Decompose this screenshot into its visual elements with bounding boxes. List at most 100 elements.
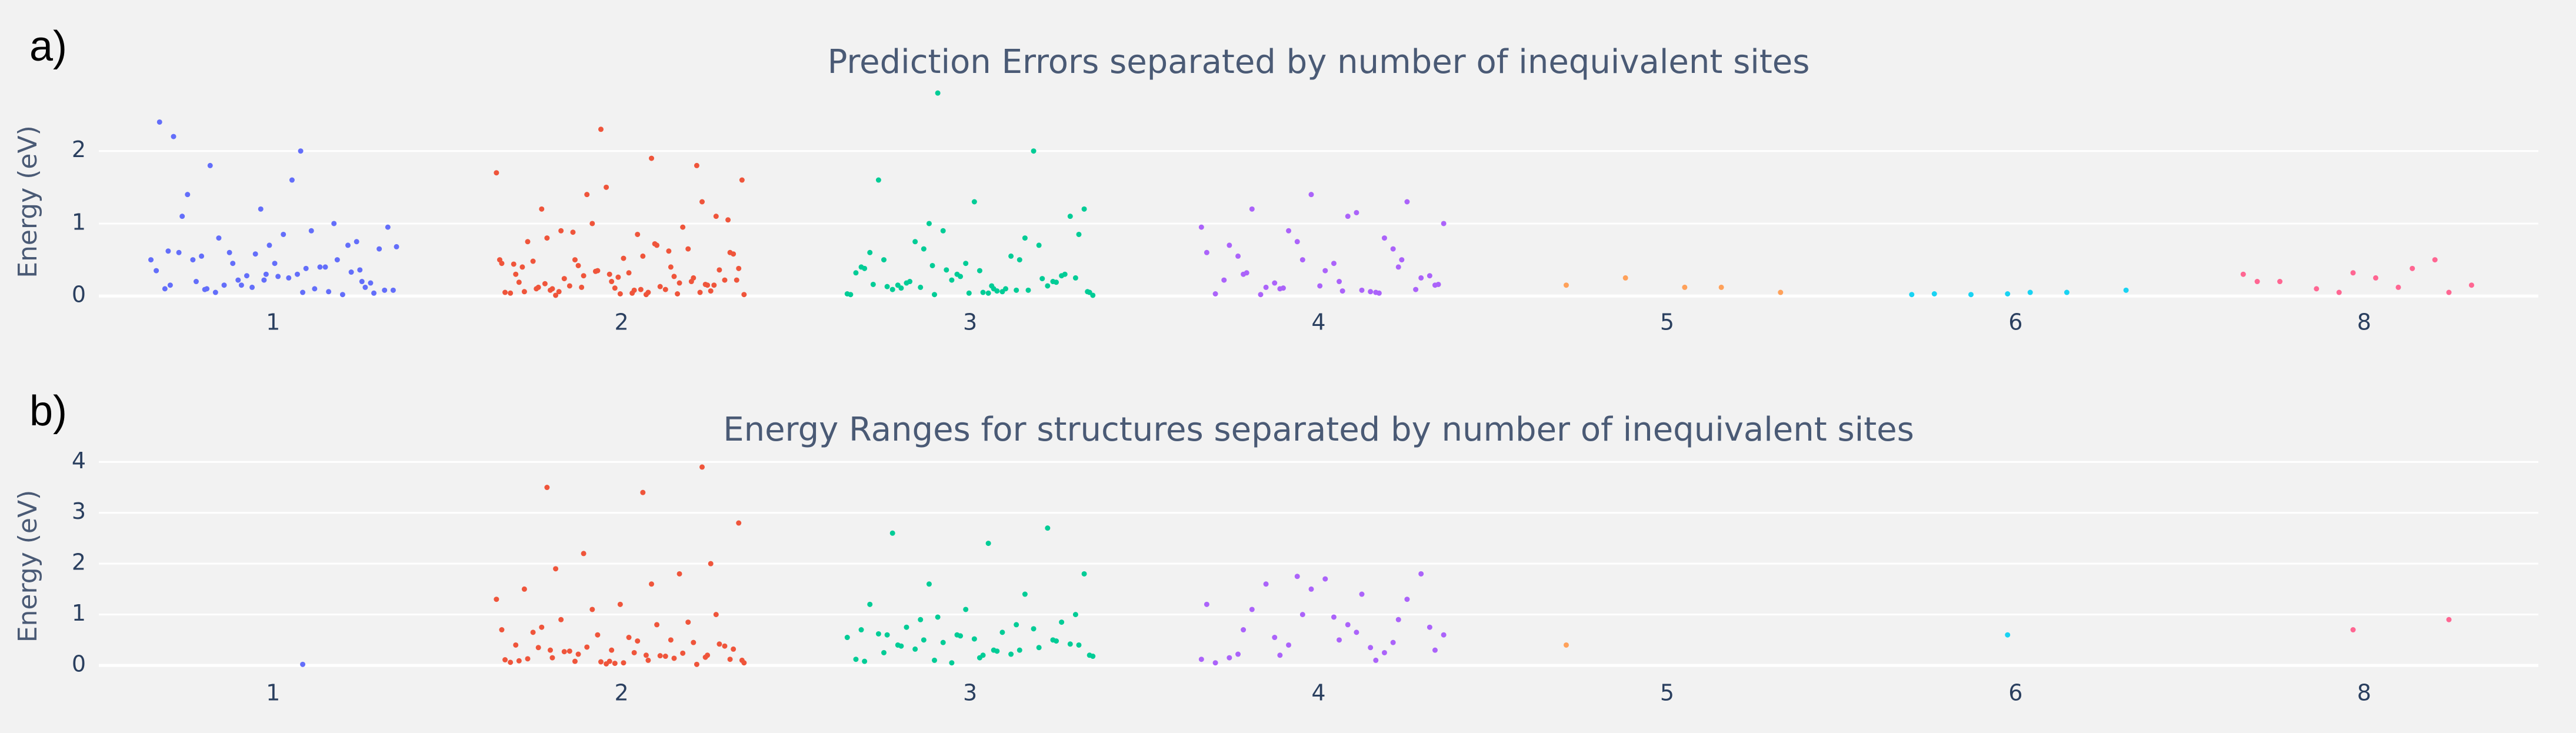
data-point	[631, 649, 637, 655]
y-axis-title: Energy (eV)	[13, 490, 43, 643]
data-point	[736, 520, 742, 526]
data-point	[1432, 647, 1438, 653]
data-point	[252, 251, 258, 257]
data-point	[621, 660, 626, 666]
data-point	[713, 214, 719, 219]
data-point	[691, 639, 697, 645]
data-point	[1682, 284, 1688, 290]
data-point	[645, 657, 651, 663]
data-point	[702, 281, 708, 287]
data-point	[502, 657, 508, 663]
data-point	[581, 273, 586, 279]
data-point	[2468, 282, 2474, 288]
data-point	[266, 242, 272, 248]
data-point	[884, 632, 890, 638]
data-point	[376, 246, 382, 252]
data-point	[1081, 206, 1087, 212]
data-point	[322, 264, 328, 270]
data-point	[2373, 275, 2379, 281]
data-point	[731, 646, 737, 652]
x-tick-label: 1	[266, 680, 280, 706]
data-point	[1244, 270, 1249, 276]
data-point	[148, 257, 154, 263]
data-point	[575, 262, 581, 268]
y-tick-label: 2	[72, 136, 86, 162]
data-point	[2350, 627, 2356, 633]
data-point	[525, 656, 531, 662]
data-point	[971, 199, 977, 205]
data-point	[1418, 571, 1424, 577]
data-point	[1031, 626, 1037, 632]
data-point	[212, 289, 218, 295]
data-point	[688, 279, 694, 285]
data-point	[581, 551, 586, 557]
data-point	[722, 643, 728, 649]
data-point	[558, 617, 564, 622]
data-point	[853, 270, 859, 276]
data-point	[308, 228, 314, 234]
data-point	[499, 627, 505, 633]
data-point	[1036, 645, 1042, 651]
data-point	[1931, 291, 1937, 296]
data-point	[584, 644, 590, 650]
data-point	[739, 657, 745, 663]
data-point	[635, 231, 641, 237]
data-point	[606, 658, 612, 664]
data-point	[263, 271, 269, 277]
data-point	[677, 571, 682, 577]
data-point	[2027, 289, 2033, 295]
data-point	[244, 273, 249, 279]
data-point	[1339, 288, 1345, 294]
data-point	[621, 255, 626, 261]
data-point	[677, 280, 682, 286]
data-point	[162, 286, 168, 292]
data-point	[513, 271, 519, 277]
data-point	[680, 224, 686, 230]
data-point	[167, 282, 173, 288]
data-point	[1381, 649, 1387, 655]
data-point	[1072, 275, 1078, 281]
data-point	[1235, 253, 1241, 259]
data-point	[1286, 228, 1292, 234]
data-point	[1399, 257, 1405, 263]
data-point	[544, 485, 550, 491]
data-point	[1968, 292, 1974, 298]
data-point	[1280, 285, 1286, 291]
data-point	[1003, 286, 1009, 292]
x-tick-label: 8	[2357, 680, 2371, 706]
data-point	[1076, 231, 1082, 237]
data-point	[272, 261, 278, 266]
y-tick-label: 4	[72, 448, 86, 474]
data-point	[572, 658, 578, 664]
data-point	[1039, 276, 1045, 282]
data-point	[1204, 249, 1209, 255]
data-point	[1390, 639, 1396, 645]
data-point	[1404, 199, 1410, 205]
data-point	[884, 284, 890, 289]
data-point	[1373, 657, 1379, 663]
data-point	[2446, 289, 2452, 295]
data-point	[1441, 632, 1447, 638]
data-point	[1036, 242, 1042, 248]
data-point	[2277, 279, 2283, 285]
data-point	[881, 649, 887, 655]
data-point	[1359, 287, 1365, 293]
data-point	[1081, 571, 1087, 577]
data-point	[1227, 655, 1232, 661]
data-point	[544, 235, 550, 241]
data-point	[294, 271, 300, 277]
data-point	[1085, 289, 1091, 295]
data-point	[1418, 275, 1424, 281]
data-point	[671, 274, 677, 279]
data-point	[193, 279, 199, 285]
data-point	[553, 566, 559, 572]
data-point	[629, 290, 635, 296]
data-point	[1054, 638, 1059, 644]
data-point	[666, 248, 672, 254]
data-point	[921, 637, 927, 643]
data-point	[275, 274, 281, 279]
data-point	[221, 282, 227, 288]
data-point	[1212, 660, 1218, 666]
data-point	[1054, 279, 1059, 285]
